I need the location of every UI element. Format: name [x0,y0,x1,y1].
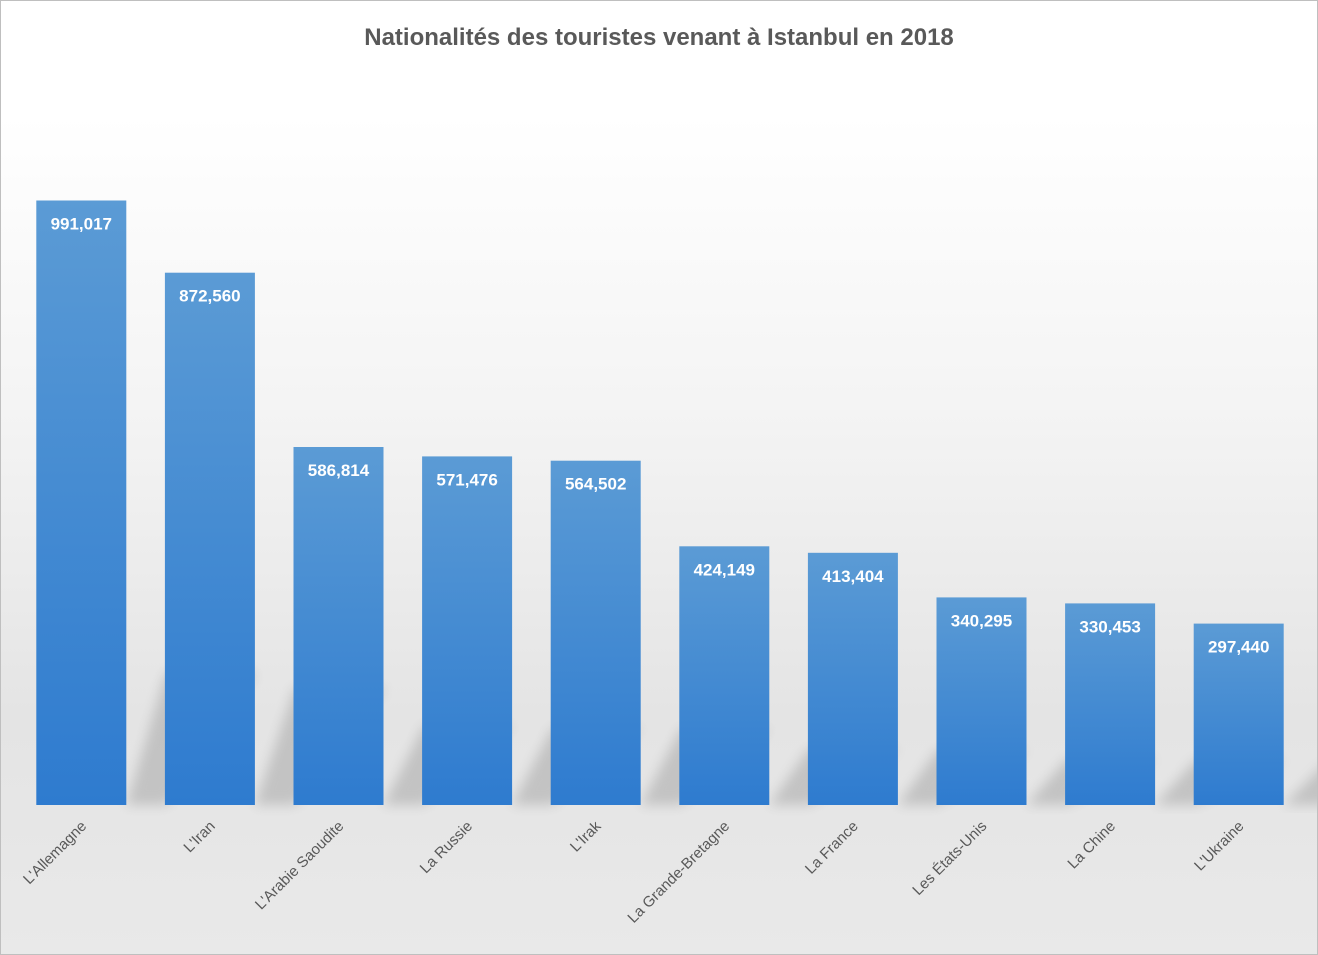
bar [164,272,255,805]
bar [679,546,770,805]
bars [36,200,1284,805]
value-label: 340,295 [951,611,1012,630]
value-label: 586,814 [308,461,370,480]
value-label: 564,502 [565,475,626,494]
bar [550,460,641,805]
category-label: L'Arabie Saoudite [252,818,347,913]
value-label: 330,453 [1079,617,1140,636]
bar [36,200,127,805]
value-labels: 991,017 872,560 586,814 571,476 564,502 424,1… [51,215,1270,657]
category-label: La Chine [1064,818,1118,872]
bar [422,456,513,805]
value-label: 872,560 [179,287,240,306]
bar [936,597,1027,805]
category-label: L'Ukraine [1191,818,1248,875]
category-label: Les États-Unis [909,818,990,899]
value-label: 297,440 [1208,638,1269,657]
category-labels: L'Allemagne L'Iran L'Arabie Saoudite La Rus… [20,817,1247,926]
value-label: 571,476 [436,470,497,489]
category-label: La Grande-Bretagne [624,818,733,927]
bar [1065,603,1156,805]
category-label: L'Allemagne [20,818,90,888]
bar [293,447,384,805]
bar [807,552,898,805]
category-label: L'Irak [567,817,605,855]
value-label: 991,017 [51,215,112,234]
category-label: L'Iran [181,818,219,856]
chart-title: Nationalités des touristes venant à Ista… [364,24,954,51]
category-label: La France [802,818,862,878]
bar [1193,623,1284,805]
value-label: 413,404 [822,567,884,586]
bar-shadow [1283,771,1317,805]
category-label: La Russie [417,818,476,877]
value-label: 424,149 [694,560,755,579]
